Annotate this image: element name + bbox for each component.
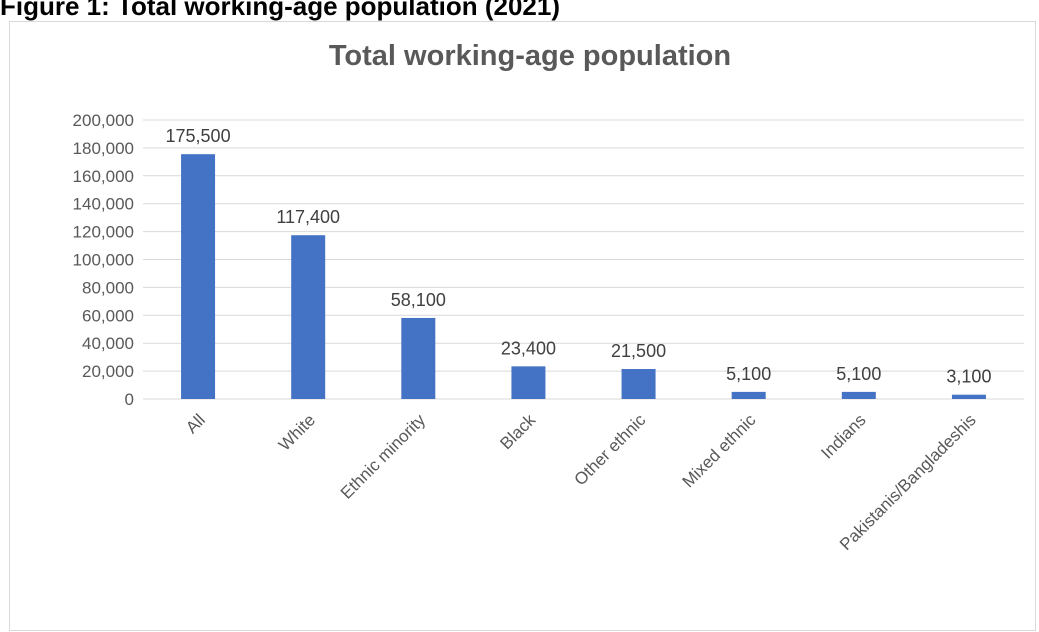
y-tick-label: 200,000 xyxy=(73,111,134,130)
chart-title: Total working-age population xyxy=(329,40,731,72)
chart-area: Total working-age population 0 20,000 40,0… xyxy=(9,21,1036,631)
bar xyxy=(401,317,436,399)
y-tick-label: 20,000 xyxy=(82,362,134,381)
x-tick-label: Ethnic minority xyxy=(337,410,430,503)
bar xyxy=(511,366,546,399)
x-tick-label: White xyxy=(275,410,319,454)
data-label: 23,400 xyxy=(501,338,556,358)
data-label: 21,500 xyxy=(611,341,666,361)
data-label: 5,100 xyxy=(836,364,881,384)
y-tick-label: 140,000 xyxy=(73,195,134,214)
y-tick-label: 80,000 xyxy=(82,278,134,297)
data-label: 175,500 xyxy=(166,126,231,146)
bar xyxy=(621,369,656,399)
y-tick-label: 0 xyxy=(125,390,134,409)
data-label: 3,100 xyxy=(946,367,991,387)
bar xyxy=(731,391,766,399)
data-labels: 175,500 117,400 58,100 23,400 21,500 5,100 5,1… xyxy=(166,126,992,386)
data-label: 117,400 xyxy=(276,207,340,227)
data-label: 5,100 xyxy=(726,364,771,384)
y-tick-label: 180,000 xyxy=(73,139,134,158)
bar xyxy=(841,391,876,399)
data-label: 58,100 xyxy=(391,290,446,310)
x-tick-label: All xyxy=(182,410,209,437)
bars xyxy=(181,154,986,399)
x-tick-label: Black xyxy=(496,410,539,453)
bar xyxy=(181,154,216,399)
x-tick-label: Indians xyxy=(817,410,869,462)
y-tick-label: 120,000 xyxy=(73,223,134,242)
x-axis-tick-labels: All White Ethnic minority Black Other ethnic… xyxy=(182,410,980,554)
y-axis-tick-labels: 0 20,000 40,000 60,000 80,000 100,000 120,000 1… xyxy=(73,111,134,409)
gridlines xyxy=(143,119,1024,400)
bar xyxy=(291,235,326,399)
y-tick-label: 60,000 xyxy=(82,306,134,325)
y-tick-label: 160,000 xyxy=(73,167,134,186)
x-tick-label: Mixed ethnic xyxy=(679,410,760,491)
x-tick-label: Other ethnic xyxy=(570,410,649,489)
bar xyxy=(951,394,986,399)
bar-chart: Total working-age population 0 20,000 40,0… xyxy=(73,40,1024,554)
figure-heading: Figure 1: Total working-age population (… xyxy=(0,0,561,21)
y-tick-label: 100,000 xyxy=(73,251,134,270)
y-tick-label: 40,000 xyxy=(82,334,134,353)
